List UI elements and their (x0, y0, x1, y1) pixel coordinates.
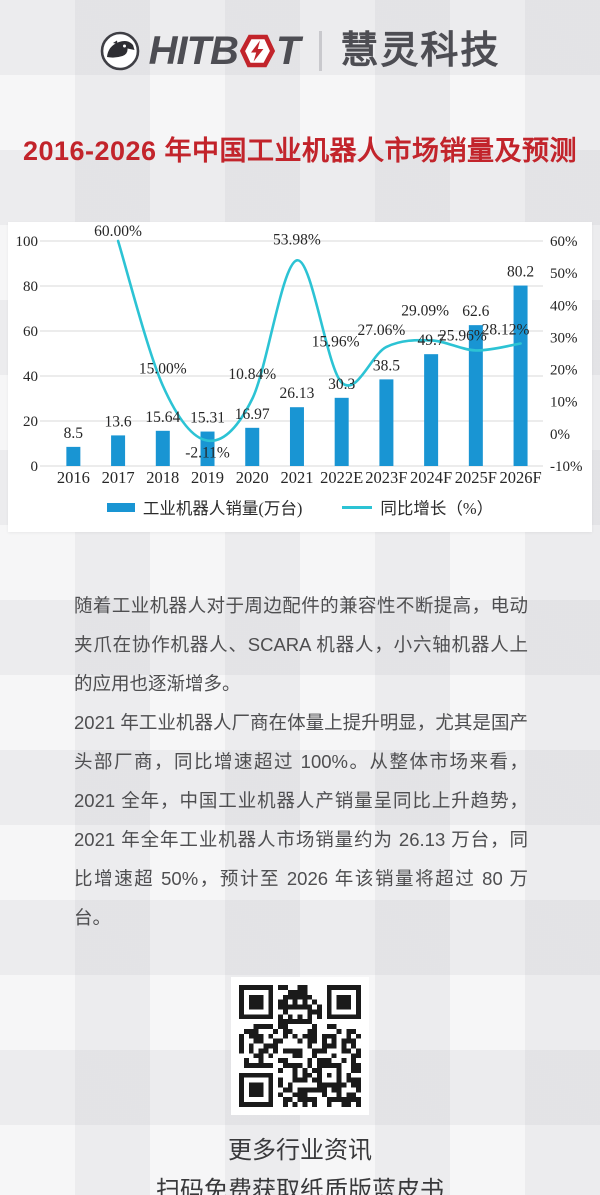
line-value-labels: 60.00% 15.00% -2.11% 10.84% 53.98% 15.96%27.0… (94, 223, 529, 462)
right-axis-tick: 60% (550, 234, 578, 250)
footer-caption-2: 扫码免费获取纸质版蓝皮书 (156, 1177, 444, 1195)
growth-value-label: 28.12% (482, 321, 530, 338)
growth-value-label: 15.96% (312, 334, 360, 351)
bar-2022E (334, 397, 349, 466)
growth-line (116, 239, 522, 443)
right-axis-tick: -10% (550, 459, 583, 475)
left-axis-tick: 40 (23, 369, 38, 385)
category-label: 2024F (410, 468, 452, 487)
category-label: 2022E (320, 468, 363, 487)
bar-2025F (468, 325, 483, 466)
body-text: 随着工业机器人对于周边配件的兼容性不断提高，电动夹爪在协作机器人、SCARA 机… (74, 586, 528, 937)
growth-value-label: -2.11% (185, 445, 230, 462)
right-axis-tick: 30% (550, 330, 578, 346)
red-hexagon-lightning-icon (239, 34, 275, 68)
growth-value-label: 27.06% (358, 322, 406, 339)
bar-value-label: 38.5 (373, 357, 400, 374)
category-label: 2023F (365, 468, 407, 487)
bar-value-label: 13.6 (105, 413, 132, 430)
growth-value-label: 10.84% (228, 366, 276, 383)
category-label: 2021 (280, 468, 313, 487)
growth-value-label: 25.96% (439, 327, 487, 344)
bar-legend-swatch (106, 502, 135, 512)
right-axis-tick: 50% (550, 266, 578, 282)
category-labels: 2016 2017 2018 2019 2020 2021 2022E 2023F 2024F 2… (57, 468, 542, 487)
axis-tick-labels: 0 20 40 60 80 100 -10% 0% 10% 20% 30% 40% 50% 60% (16, 234, 583, 475)
qr-code-image (239, 985, 361, 1107)
right-axis-tick: 0% (550, 427, 570, 443)
category-label: 2019 (191, 468, 224, 487)
panther-badge-icon (100, 31, 139, 71)
paragraph-market-2021: 2021 年工业机器人厂商在体量上提升明显，尤其是国产头部厂商，同比增速超过 1… (74, 712, 528, 928)
brand-wordmark-left: HITB (148, 29, 239, 73)
category-label: 2018 (146, 468, 179, 487)
bar-value-label: 8.5 (64, 425, 84, 442)
bar-2020 (245, 427, 260, 466)
bar-2024F (424, 354, 439, 466)
left-axis-tick: 80 (23, 279, 38, 295)
category-label: 2016 (57, 468, 90, 487)
growth-value-label: 29.09% (401, 302, 449, 319)
bar-value-label: 26.13 (280, 385, 315, 402)
brand-divider (319, 31, 323, 71)
growth-value-label: 60.00% (94, 223, 142, 240)
category-label: 2017 (102, 468, 135, 487)
left-axis-tick: 20 (23, 414, 38, 430)
bar-value-label: 16.97 (235, 406, 270, 423)
left-axis-tick: 60 (23, 324, 38, 340)
brand-wordmark: HITB T (148, 29, 301, 73)
bar-legend-label: 工业机器人销量(万台) (142, 499, 303, 518)
qr-code (231, 977, 369, 1115)
bar-value-label: 62.6 (462, 303, 489, 320)
brand-header: HITB T 慧灵科技 (0, 26, 600, 76)
line-legend-label: 同比增长（%） (380, 499, 494, 518)
bar-value-labels: 8.5 13.6 15.64 15.31 16.97 26.13 30.3 38.5 49.7 6… (64, 264, 534, 442)
paragraph-compatibility: 随着工业机器人对于周边配件的兼容性不断提高，电动夹爪在协作机器人、SCARA 机… (74, 595, 528, 694)
right-axis-tick: 20% (550, 363, 578, 379)
bar-value-label: 49.7 (418, 332, 445, 349)
combo-chart: 0 20 40 60 80 100 -10% 0% 10% 20% 30% 40% 50% 60% 2016… (16, 223, 583, 487)
category-label: 2020 (236, 468, 269, 487)
brand-wordmark-right: T (275, 29, 300, 73)
left-axis-tick: 0 (31, 459, 39, 475)
bar-2016 (66, 446, 81, 466)
bar-value-label: 15.31 (190, 410, 225, 427)
page-title: 2016-2026 年中国工业机器人市场销量及预测 (22, 136, 578, 166)
chart-card: 0 20 40 60 80 100 -10% 0% 10% 20% 30% 40% 50% 60% 2016… (8, 222, 592, 532)
bar-2018 (155, 430, 170, 466)
category-label: 2026F (499, 468, 541, 487)
line-legend-swatch (342, 505, 373, 509)
right-axis-tick: 40% (550, 298, 578, 314)
company-name: 慧灵科技 (340, 30, 501, 72)
bar-value-label: 30.3 (328, 376, 355, 393)
chart-legend: 工业机器人销量(万台) 同比增长（%） (8, 492, 592, 522)
bar-value-label: 80.2 (507, 264, 534, 281)
bar-2021 (289, 407, 304, 466)
growth-value-label: 53.98% (273, 231, 321, 248)
growth-value-label: 15.00% (139, 361, 187, 378)
bar-2026F (513, 285, 528, 466)
footer-caption-1: 更多行业资讯 (228, 1137, 372, 1164)
left-axis-tick: 100 (16, 234, 39, 250)
bar-2017 (111, 435, 126, 466)
category-label: 2025F (455, 468, 497, 487)
bar-value-label: 15.64 (145, 409, 180, 426)
right-axis-tick: 10% (550, 395, 578, 411)
bar-2023F (379, 379, 394, 466)
bars-group (66, 285, 528, 466)
